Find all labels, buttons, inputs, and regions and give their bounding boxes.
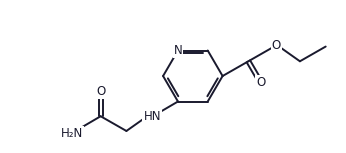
Text: O: O (256, 76, 265, 89)
Text: H₂N: H₂N (61, 127, 83, 140)
Text: O: O (272, 39, 281, 52)
Text: N: N (174, 44, 182, 57)
Text: O: O (96, 85, 105, 98)
Text: HN: HN (144, 110, 161, 123)
